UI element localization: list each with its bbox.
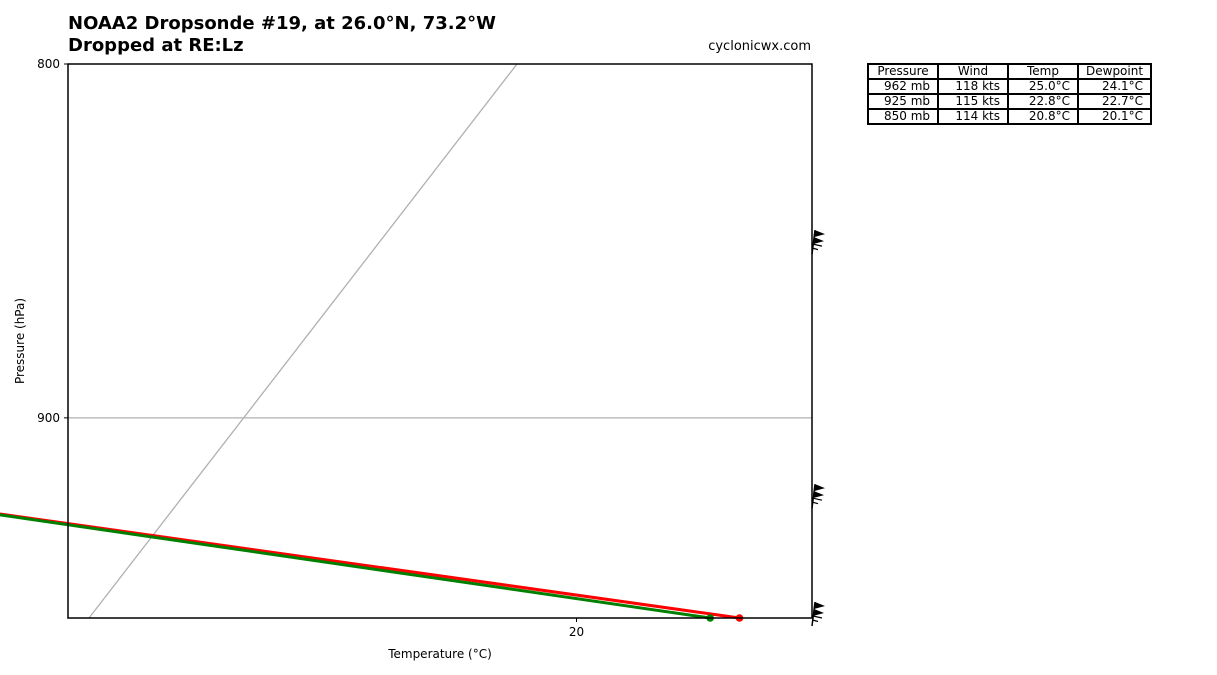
- header-dewpoint: Dewpoint: [1076, 63, 1153, 80]
- dewpoint-line: [0, 513, 711, 620]
- table-row: 925 mb 115 kts 22.8°C 22.7°C: [867, 93, 1153, 110]
- wind-barb: [811, 484, 825, 509]
- y-axis-label: Pressure (hPa): [13, 298, 27, 384]
- plot-frame: [67, 63, 813, 619]
- header-temp: Temp: [1007, 63, 1079, 80]
- chart-subtitle: Dropped at RE:Lz: [68, 35, 244, 56]
- x-tick-label: 20: [569, 625, 584, 639]
- wind-barb: [811, 601, 825, 627]
- cell-wind: 114 kts: [937, 108, 1009, 125]
- cell-pressure: 850 mb: [867, 108, 939, 125]
- y-tick-label: 800: [37, 57, 60, 71]
- cell-dewpoint: 24.1°C: [1076, 78, 1153, 95]
- header-pressure: Pressure: [867, 63, 939, 80]
- chart-title: NOAA2 Dropsonde #19, at 26.0°N, 73.2°W: [68, 13, 496, 34]
- observation-table: Pressure Wind Temp Dewpoint 962 mb 118 k…: [867, 63, 1153, 125]
- source-credit: cyclonicwx.com: [708, 39, 811, 54]
- header-wind: Wind: [937, 63, 1009, 80]
- table-row: 850 mb 114 kts 20.8°C 20.1°C: [867, 108, 1153, 125]
- x-axis-label: Temperature (°C): [387, 647, 492, 661]
- y-tick-label: 900: [37, 411, 60, 425]
- series-layer: [0, 512, 744, 622]
- cell-wind: 115 kts: [937, 93, 1009, 110]
- cell-temp: 25.0°C: [1007, 78, 1079, 95]
- cell-temp: 20.8°C: [1007, 108, 1079, 125]
- grid-layer: [68, 63, 812, 619]
- temperature-line: [0, 512, 740, 620]
- cell-pressure: 925 mb: [867, 93, 939, 110]
- cell-temp: 22.8°C: [1007, 93, 1079, 110]
- tick-layer: 800 900 20: [37, 57, 584, 639]
- table-row: 962 mb 118 kts 25.0°C 24.1°C: [867, 78, 1153, 95]
- cell-dewpoint: 20.1°C: [1076, 108, 1153, 125]
- cell-pressure: 962 mb: [867, 78, 939, 95]
- cell-wind: 118 kts: [937, 78, 1009, 95]
- wind-barb: [811, 230, 825, 255]
- dry-adiabat-line: [88, 63, 518, 619]
- cell-dewpoint: 22.7°C: [1076, 93, 1153, 110]
- wind-barbs: [811, 230, 825, 627]
- table-header-row: Pressure Wind Temp Dewpoint: [867, 63, 1153, 80]
